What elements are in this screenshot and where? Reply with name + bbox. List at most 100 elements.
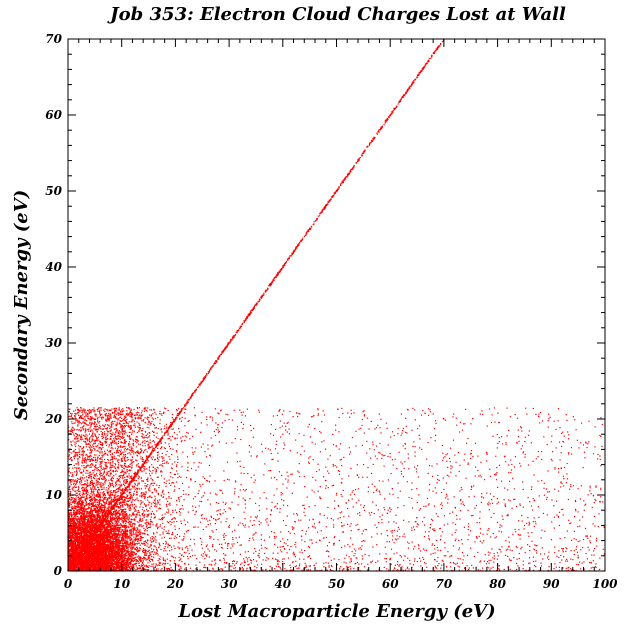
data-point <box>99 509 101 511</box>
data-point <box>68 533 70 535</box>
data-point <box>73 520 76 522</box>
data-point <box>83 554 85 556</box>
data-point <box>124 558 126 561</box>
data-point <box>88 560 90 562</box>
data-point <box>68 498 70 500</box>
data-point <box>112 519 114 521</box>
data-point <box>151 563 153 565</box>
data-point <box>113 525 115 527</box>
data-point <box>108 554 111 556</box>
data-point <box>100 485 102 487</box>
data-point <box>68 528 70 530</box>
data-point <box>75 543 77 545</box>
data-point <box>116 554 118 556</box>
data-point <box>97 524 99 527</box>
data-point <box>136 527 138 529</box>
data-point <box>110 546 112 548</box>
data-point <box>91 548 93 550</box>
data-point <box>74 546 76 548</box>
data-point <box>94 519 96 521</box>
data-point <box>144 552 146 554</box>
data-point <box>68 540 70 543</box>
data-point <box>110 464 112 466</box>
data-point <box>69 563 71 565</box>
data-point <box>72 531 74 533</box>
data-point <box>95 555 97 557</box>
data-point <box>84 523 86 525</box>
data-point <box>124 514 126 516</box>
data-point <box>107 494 110 496</box>
data-point <box>77 502 79 504</box>
data-point <box>125 550 127 552</box>
data-point <box>77 486 80 488</box>
data-point <box>81 538 83 540</box>
data-point <box>127 515 129 517</box>
data-point <box>93 528 95 530</box>
data-point <box>86 520 88 522</box>
data-point <box>69 543 71 545</box>
data-point <box>109 542 111 544</box>
data-point <box>85 501 87 503</box>
data-point <box>71 549 73 551</box>
data-point <box>117 498 119 500</box>
data-point <box>121 554 123 557</box>
data-point <box>99 514 101 516</box>
data-point <box>68 537 70 539</box>
data-point <box>115 565 118 567</box>
data-point <box>81 527 84 529</box>
data-point <box>75 486 77 488</box>
data-point <box>78 520 80 522</box>
data-point <box>120 531 122 534</box>
data-point <box>122 532 125 534</box>
data-point <box>108 523 110 525</box>
data-point <box>108 520 110 522</box>
data-point <box>84 560 86 562</box>
data-point <box>80 519 82 521</box>
data-point <box>79 555 81 557</box>
data-point <box>127 536 129 538</box>
data-point <box>73 541 75 543</box>
data-point <box>116 511 118 513</box>
data-point <box>104 538 106 540</box>
data-point <box>104 563 106 565</box>
data-point <box>72 542 75 544</box>
data-point <box>93 523 96 525</box>
data-point <box>100 511 102 513</box>
data-point <box>107 534 109 536</box>
data-point <box>81 513 83 515</box>
data-point <box>94 501 96 503</box>
data-point <box>113 513 115 515</box>
data-point <box>128 562 130 564</box>
data-point <box>91 525 93 527</box>
data-point <box>115 512 117 514</box>
data-point <box>112 531 114 533</box>
data-point <box>80 525 82 527</box>
data-point <box>72 522 74 524</box>
data-point <box>77 510 79 512</box>
data-point <box>109 512 111 515</box>
data-point <box>122 499 124 501</box>
data-point <box>104 536 106 538</box>
data-point <box>87 508 89 510</box>
data-point <box>104 506 106 508</box>
data-point <box>86 569 88 571</box>
data-point <box>79 483 81 485</box>
data-point <box>102 561 104 563</box>
data-point <box>118 541 120 543</box>
data-point <box>121 557 123 559</box>
data-point <box>136 548 139 550</box>
data-point <box>95 568 97 571</box>
data-point <box>78 564 80 566</box>
data-point <box>119 564 121 566</box>
data-point <box>91 520 93 522</box>
data-point <box>70 526 72 528</box>
data-point <box>127 518 129 520</box>
data-point <box>113 565 115 568</box>
data-point <box>68 521 70 523</box>
data-point <box>120 554 122 556</box>
data-point <box>133 554 135 556</box>
data-point <box>112 543 114 546</box>
data-point <box>96 541 98 543</box>
data-point <box>94 559 96 561</box>
